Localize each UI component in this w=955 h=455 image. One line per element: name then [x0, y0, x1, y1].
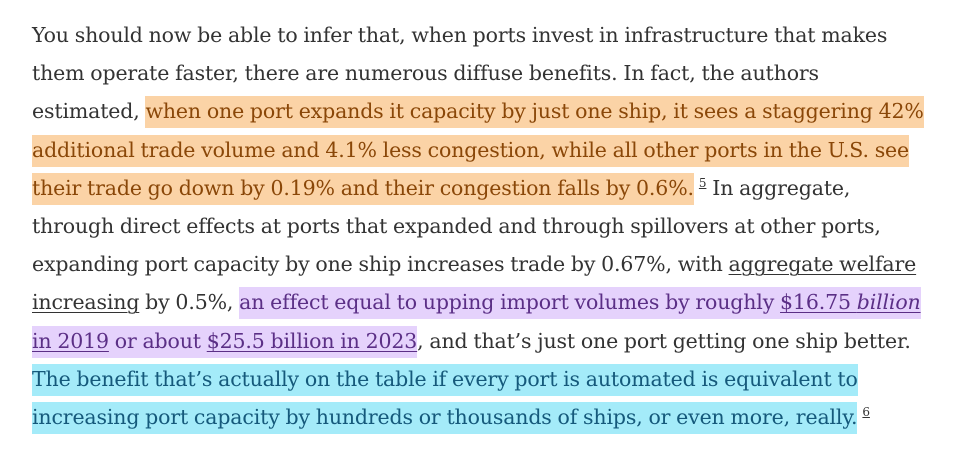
aggregate-welfare-link[interactable]: aggregate welfare increasing [32, 252, 917, 315]
purple-or-about-text: or about [108, 328, 207, 353]
paragraph-intro-text: You should now be able to infer that, wh… [32, 23, 888, 124]
article-paragraph: You should now be able to infer that, wh… [32, 16, 932, 436]
purple-lead-text: an effect equal to upping import volumes… [239, 290, 781, 315]
link-1675-year: in 2019 [32, 328, 109, 353]
footnote-6: 6 [862, 405, 870, 419]
paragraph-after-welfare-text: by 0.5%, [139, 290, 240, 315]
paragraph-middle-text: In aggregate, through direct effects at … [32, 175, 881, 277]
footnote-6-link[interactable]: 6 [862, 405, 870, 420]
usd-25-5-billion-2023-link[interactable]: $25.5 billion in 2023 [206, 328, 418, 353]
paragraph-after-purple-text: , and that’s just one port getting one s… [417, 328, 911, 353]
usd-16-75-billion-2019-link[interactable]: $16.75 billion in 2019 [32, 290, 921, 352]
footnote-5-link[interactable]: 5 [698, 175, 707, 190]
footnote-5: 5 [699, 176, 707, 190]
link-1675-amount: $16.75 [780, 290, 857, 315]
cyan-highlight[interactable]: The benefit that’s actually on the table… [32, 363, 858, 435]
link-1675-billion: billion [856, 290, 921, 315]
